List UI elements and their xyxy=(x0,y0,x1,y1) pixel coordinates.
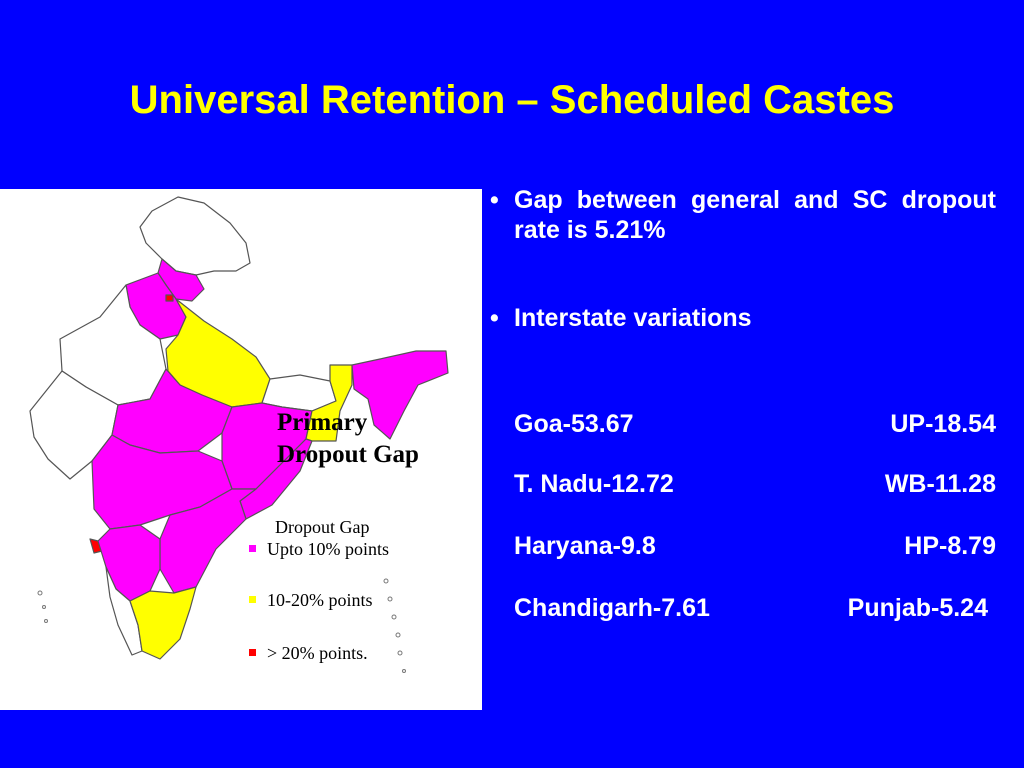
legend-label: > 20% points. xyxy=(267,643,368,663)
stats-row: Haryana-9.8 HP-8.79 xyxy=(514,532,996,564)
map-caption-line1: Primary xyxy=(277,409,368,436)
legend-swatch-magenta xyxy=(249,545,256,553)
legend-item-above-20: > 20% points. xyxy=(249,643,368,664)
region-jammu-kashmir xyxy=(139,196,251,276)
stat-right: UP-18.54 xyxy=(890,410,996,438)
stats-row: Chandigarh-7.61 Punjab-5.24 xyxy=(514,594,996,626)
bullet-dot: • xyxy=(490,186,499,214)
bullet-text: Gap between general and SC dropout rate … xyxy=(514,186,996,244)
legend-item-10-20: 10-20% points xyxy=(249,590,373,611)
legend-swatch-yellow xyxy=(249,596,256,604)
stat-left: Chandigarh-7.61 xyxy=(514,594,710,622)
stat-left: Haryana-9.8 xyxy=(514,532,656,560)
legend-label: 10-20% points xyxy=(267,590,373,610)
legend-swatch-red xyxy=(249,649,256,657)
map-panel: Primary Dropout Gap xyxy=(0,189,482,710)
stat-right: WB-11.28 xyxy=(884,470,996,498)
region-karnataka xyxy=(97,524,161,602)
stats-row: T. Nadu-12.72 WB-11.28 xyxy=(514,470,996,502)
bullet-dot: • xyxy=(490,304,499,332)
bullet-text: Interstate variations xyxy=(514,304,752,332)
region-north-east xyxy=(351,350,449,440)
region-chandigarh xyxy=(165,294,174,302)
slide-title: Universal Retention – Scheduled Castes xyxy=(129,78,895,122)
stat-left: Goa-53.67 xyxy=(514,410,634,438)
stats-row: Goa-53.67 UP-18.54 xyxy=(514,410,996,442)
stat-right: Punjab-5.24 xyxy=(847,594,988,622)
stat-right: HP-8.79 xyxy=(904,532,996,560)
legend-title: Dropout Gap xyxy=(275,517,370,537)
legend-item-upto-10: Upto 10% points xyxy=(249,539,389,560)
india-map xyxy=(29,196,449,673)
map-caption: Primary Dropout Gap xyxy=(277,407,419,471)
region-tamil-nadu xyxy=(129,586,197,660)
stat-left: T. Nadu-12.72 xyxy=(514,470,674,498)
map-caption-line2: Dropout Gap xyxy=(277,441,419,468)
legend-label: Upto 10% points xyxy=(267,539,390,559)
